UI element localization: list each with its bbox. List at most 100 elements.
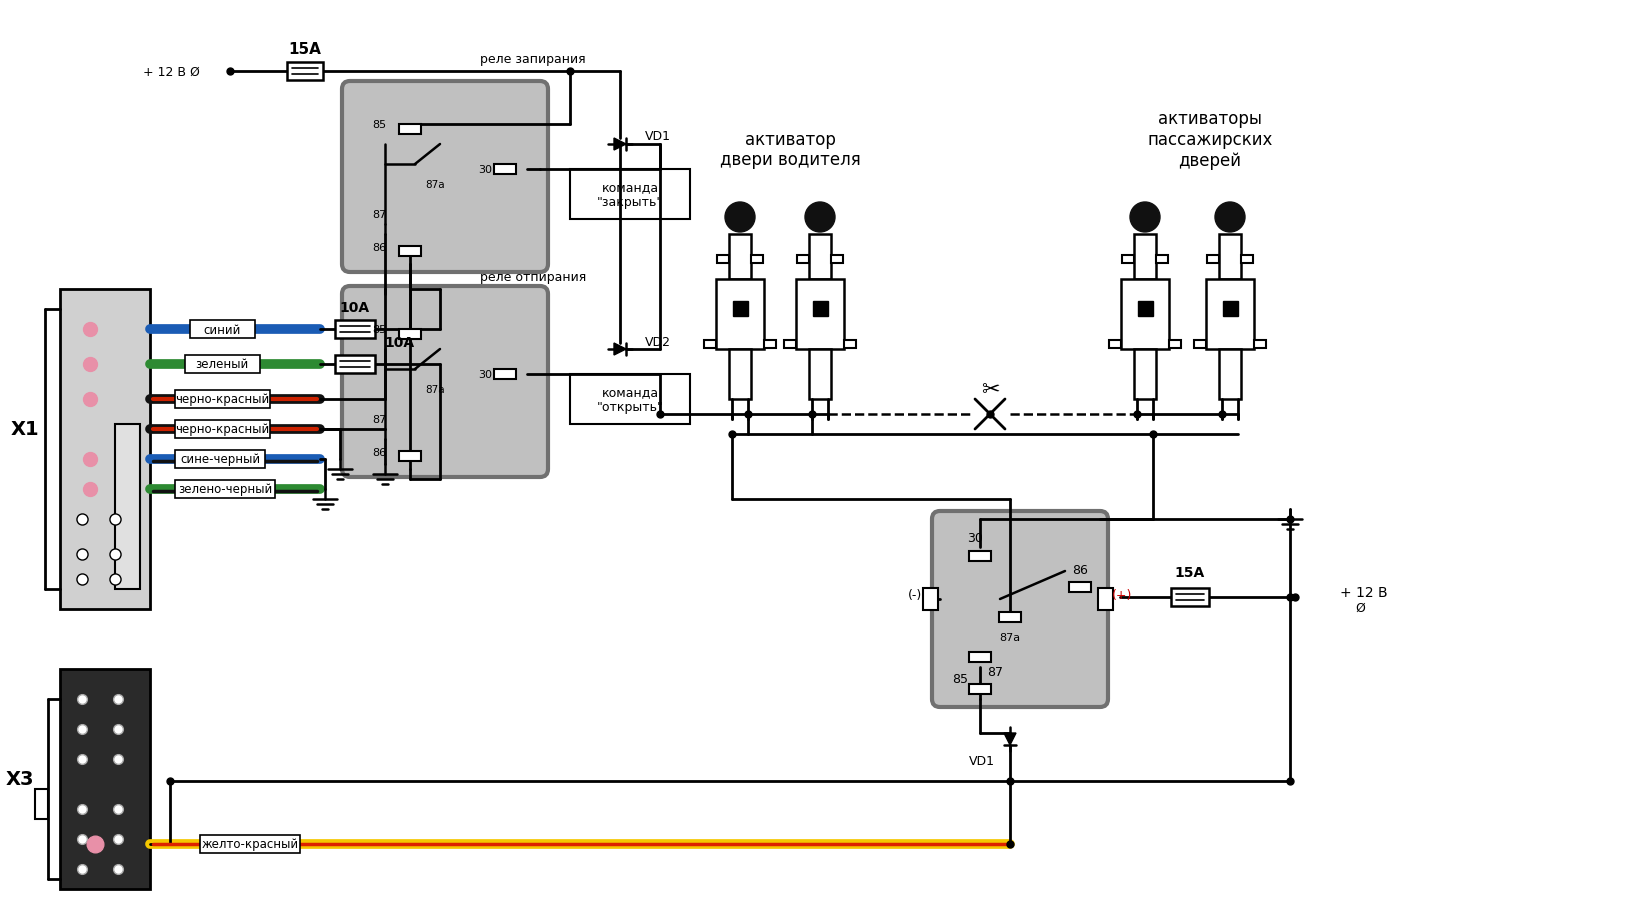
Text: команда
"открыть": команда "открыть" (597, 386, 664, 414)
Polygon shape (615, 344, 626, 356)
FancyBboxPatch shape (933, 511, 1107, 707)
Text: реле отпирания: реле отпирания (480, 271, 587, 284)
FancyBboxPatch shape (923, 589, 938, 610)
FancyBboxPatch shape (185, 356, 260, 374)
FancyBboxPatch shape (717, 256, 728, 264)
FancyBboxPatch shape (287, 63, 323, 81)
FancyBboxPatch shape (812, 302, 827, 317)
Text: желто-красный: желто-красный (201, 838, 298, 851)
FancyBboxPatch shape (1206, 280, 1254, 349)
FancyBboxPatch shape (115, 424, 140, 590)
Text: 87a: 87a (425, 385, 445, 395)
FancyBboxPatch shape (399, 247, 420, 256)
FancyBboxPatch shape (190, 321, 255, 339)
FancyBboxPatch shape (335, 321, 376, 339)
Text: реле запирания: реле запирания (480, 53, 585, 67)
FancyBboxPatch shape (751, 256, 763, 264)
FancyBboxPatch shape (1172, 589, 1210, 606)
Text: 30: 30 (478, 165, 493, 175)
FancyBboxPatch shape (715, 280, 765, 349)
Text: VD1: VD1 (969, 755, 995, 768)
FancyBboxPatch shape (1195, 340, 1206, 349)
Text: ✂: ✂ (981, 379, 999, 399)
Text: активаторы
пассажирских
дверей: активаторы пассажирских дверей (1147, 110, 1272, 170)
FancyBboxPatch shape (969, 684, 990, 694)
FancyBboxPatch shape (1220, 235, 1241, 280)
FancyBboxPatch shape (728, 235, 751, 280)
Polygon shape (615, 139, 626, 151)
FancyBboxPatch shape (175, 480, 275, 498)
FancyBboxPatch shape (831, 256, 844, 264)
FancyBboxPatch shape (335, 356, 376, 374)
FancyBboxPatch shape (1139, 302, 1154, 317)
Text: 30: 30 (967, 531, 982, 544)
Text: 87: 87 (987, 666, 1004, 679)
Text: 87a: 87a (999, 632, 1020, 642)
Text: (+): (+) (1112, 588, 1132, 600)
Text: Ø: Ø (1355, 600, 1365, 614)
FancyBboxPatch shape (1070, 582, 1091, 592)
FancyBboxPatch shape (1134, 349, 1155, 399)
Text: 30: 30 (478, 369, 493, 379)
Text: 86: 86 (372, 448, 386, 458)
FancyBboxPatch shape (399, 125, 420, 135)
FancyBboxPatch shape (1134, 235, 1155, 280)
FancyBboxPatch shape (1254, 340, 1266, 349)
FancyBboxPatch shape (175, 451, 265, 469)
FancyBboxPatch shape (844, 340, 855, 349)
Circle shape (1131, 203, 1160, 233)
Text: активатор
двери водителя: активатор двери водителя (720, 130, 860, 169)
FancyBboxPatch shape (798, 256, 809, 264)
FancyBboxPatch shape (175, 391, 270, 408)
Text: 10A: 10A (386, 336, 415, 349)
Text: 87: 87 (372, 414, 386, 424)
Text: 15A: 15A (1175, 565, 1205, 580)
Polygon shape (1004, 733, 1017, 745)
FancyBboxPatch shape (1155, 256, 1168, 264)
Text: команда
"закрыть": команда "закрыть" (597, 181, 662, 209)
FancyBboxPatch shape (1121, 280, 1168, 349)
Text: 85: 85 (372, 325, 386, 335)
FancyBboxPatch shape (59, 290, 150, 610)
FancyBboxPatch shape (728, 349, 751, 399)
Circle shape (725, 203, 755, 233)
Text: зеленый: зеленый (196, 358, 249, 371)
Text: зелено-черный: зелено-черный (178, 483, 272, 496)
Text: 85: 85 (372, 120, 386, 130)
Text: VD2: VD2 (644, 335, 671, 349)
Text: + 12 В: + 12 В (1340, 585, 1388, 600)
Text: 10A: 10A (339, 301, 371, 314)
FancyBboxPatch shape (1109, 340, 1121, 349)
FancyBboxPatch shape (343, 82, 549, 273)
FancyBboxPatch shape (1223, 302, 1238, 317)
FancyBboxPatch shape (570, 375, 691, 424)
Text: 86: 86 (372, 243, 386, 253)
Text: + 12 В Ø: + 12 В Ø (143, 65, 199, 79)
Text: синий: синий (203, 323, 241, 336)
FancyBboxPatch shape (199, 835, 300, 853)
FancyBboxPatch shape (796, 280, 844, 349)
Circle shape (804, 203, 836, 233)
FancyBboxPatch shape (59, 669, 150, 889)
FancyBboxPatch shape (35, 789, 48, 819)
Text: 87: 87 (372, 209, 386, 219)
Text: 85: 85 (953, 673, 967, 685)
FancyBboxPatch shape (704, 340, 715, 349)
Text: черно-красный: черно-красный (175, 393, 269, 406)
FancyBboxPatch shape (343, 286, 549, 478)
Text: X3: X3 (5, 769, 35, 788)
FancyBboxPatch shape (1168, 340, 1182, 349)
Text: (-): (-) (908, 588, 923, 600)
FancyBboxPatch shape (1206, 256, 1220, 264)
FancyBboxPatch shape (570, 170, 691, 219)
FancyBboxPatch shape (809, 349, 831, 399)
Text: черно-красный: черно-красный (175, 423, 269, 436)
FancyBboxPatch shape (969, 652, 990, 662)
FancyBboxPatch shape (969, 552, 990, 562)
FancyBboxPatch shape (1122, 256, 1134, 264)
Text: 15A: 15A (288, 42, 321, 58)
Circle shape (1215, 203, 1244, 233)
FancyBboxPatch shape (494, 165, 516, 175)
FancyBboxPatch shape (1098, 589, 1112, 610)
FancyBboxPatch shape (999, 612, 1022, 622)
